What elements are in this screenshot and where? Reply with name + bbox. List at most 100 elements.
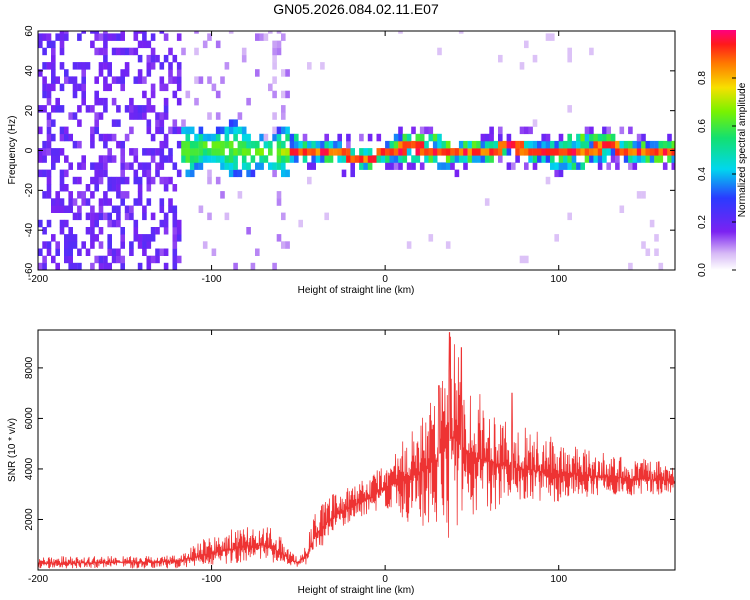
spectrogram-cell xyxy=(641,241,646,249)
spectrogram-cell xyxy=(146,184,152,192)
spectrogram-cell xyxy=(94,33,99,41)
spectrogram-cell xyxy=(276,47,282,56)
spectrogram-cell xyxy=(116,191,121,199)
spectrogram-cell xyxy=(259,148,264,156)
spectrogram-cell xyxy=(42,191,47,199)
spectrogram-cell xyxy=(463,140,468,149)
spectrogram-cell xyxy=(103,54,108,63)
spectrogram-cell xyxy=(85,227,91,235)
spectrogram-cell xyxy=(137,241,143,249)
spectrogram-cell xyxy=(294,140,299,149)
spectrogram-cell xyxy=(350,162,355,170)
spectrogram-cell xyxy=(567,155,572,163)
spectrogram-cell xyxy=(563,148,568,156)
spectrogram-cell xyxy=(597,148,603,156)
spectrogram-cell xyxy=(498,140,503,149)
spectrogram-cell xyxy=(133,105,139,113)
spectrogram-cell xyxy=(94,90,99,99)
spectrogram-cell xyxy=(51,83,56,92)
spectrogram-cell xyxy=(150,234,156,242)
spectrogram-cell xyxy=(584,155,590,163)
spectrogram-cell xyxy=(528,155,533,163)
spectrogram-cell xyxy=(107,83,112,92)
spectrogram-cell xyxy=(116,212,121,221)
spectrogram-cell xyxy=(350,169,355,178)
spectrogram-cell xyxy=(137,198,143,206)
spectrogram-cell xyxy=(354,155,360,163)
spectrogram-cell xyxy=(324,133,329,142)
spectrogram-cell xyxy=(120,47,125,56)
spectrogram-cell xyxy=(255,248,260,256)
spectrogram-cell xyxy=(133,76,139,84)
spectrogram-cell xyxy=(137,162,143,170)
spectrogram-cell xyxy=(111,219,117,228)
spectrogram-cell xyxy=(168,47,173,56)
spectrogram-cell xyxy=(98,33,104,41)
spectrogram-cell xyxy=(537,155,542,163)
spectrogram-cell xyxy=(645,155,651,163)
spectrogram-cell xyxy=(228,155,234,163)
spectrogram-cell xyxy=(202,140,208,149)
spectrogram-cell xyxy=(241,148,247,156)
spectrogram-cell xyxy=(671,140,675,149)
spectrogram-cell xyxy=(146,262,152,270)
spectrogram-cell xyxy=(389,162,395,170)
spectrogram-cell xyxy=(498,148,503,156)
spectrogram-cell xyxy=(532,140,538,149)
spectrogram-cell xyxy=(46,112,52,120)
spectrogram-cell xyxy=(194,162,199,170)
spectrogram-cell xyxy=(137,234,143,242)
spectrogram-cell xyxy=(671,155,675,163)
spectrogram-cell xyxy=(103,169,108,178)
spectrogram-cell xyxy=(493,148,499,156)
spectrogram-cell xyxy=(406,162,412,170)
spectrogram-cell xyxy=(46,219,52,228)
spectrogram-cell xyxy=(589,155,594,163)
spectrogram-cell xyxy=(441,148,447,156)
spectrogram-cell xyxy=(402,133,408,142)
spectrogram-cell xyxy=(419,133,425,142)
spectrogram-cell xyxy=(506,148,512,156)
spectrogram-cell xyxy=(124,191,130,199)
spectrogram-cell xyxy=(172,241,178,249)
spectrogram-cell xyxy=(276,234,282,242)
spectrogram-cell xyxy=(224,126,230,135)
spectrogram-cell xyxy=(289,133,295,142)
spectrogram-cell xyxy=(51,198,56,206)
spectrogram-cell xyxy=(398,31,403,34)
spectrogram-cell xyxy=(198,162,204,170)
spectrogram-cell xyxy=(458,140,464,149)
spectrogram-cell xyxy=(484,148,490,156)
spectrogram-cell xyxy=(480,133,486,142)
spectrogram-cell xyxy=(376,148,382,156)
spectrogram-cell xyxy=(428,133,434,142)
spectrogram-cell xyxy=(55,148,60,156)
spectrogram-cell xyxy=(402,140,408,149)
spectrogram-cell xyxy=(146,119,152,127)
spectrogram-cell xyxy=(94,162,99,170)
spectrogram-cell xyxy=(159,148,165,156)
spectrogram-cell xyxy=(255,140,260,149)
spectrogram-cell xyxy=(220,126,225,135)
spectrogram-cell xyxy=(90,140,95,149)
spectrogram-cell xyxy=(68,112,73,120)
spectrogram-cell xyxy=(150,255,156,264)
spectrogram-cell xyxy=(602,140,607,149)
spectrogram-cell xyxy=(98,155,104,163)
spectrogram-cell xyxy=(46,184,52,192)
spectrogram-cell xyxy=(641,148,646,156)
spectrogram-cell xyxy=(202,155,208,163)
spectrogram-cell xyxy=(250,155,256,163)
spectrogram-cell xyxy=(281,105,286,113)
spectrogram-cell xyxy=(584,148,590,156)
colorbar-ticks: 0.0 0.2 0.4 0.6 0.8 xyxy=(697,71,736,277)
spectrogram-cell xyxy=(211,133,217,142)
spectrogram-cell xyxy=(163,155,169,163)
spectrogram-cell xyxy=(120,155,125,163)
spectrogram-cell xyxy=(198,126,204,135)
spectrogram-cell xyxy=(484,133,490,142)
y-tick-label: 60 xyxy=(24,25,35,37)
spectrogram-cell xyxy=(81,198,86,206)
spectrogram-cell xyxy=(107,262,112,270)
spectrogram-cell xyxy=(42,148,47,156)
